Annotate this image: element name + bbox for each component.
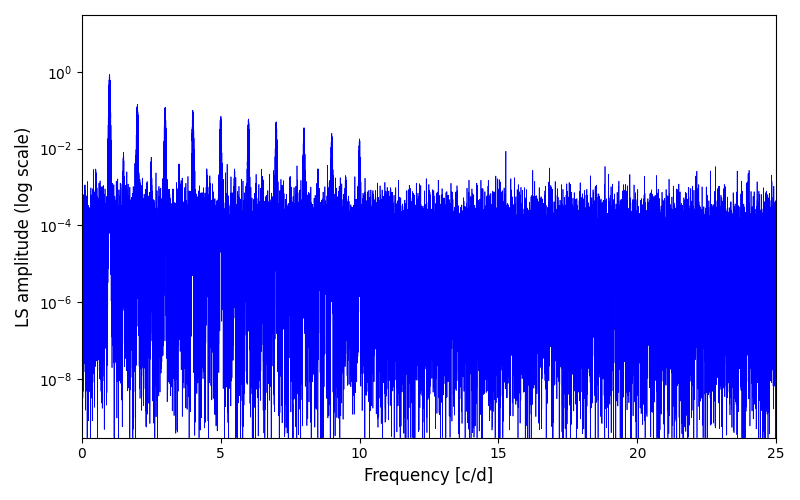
X-axis label: Frequency [c/d]: Frequency [c/d]	[364, 467, 494, 485]
Y-axis label: LS amplitude (log scale): LS amplitude (log scale)	[15, 126, 33, 326]
